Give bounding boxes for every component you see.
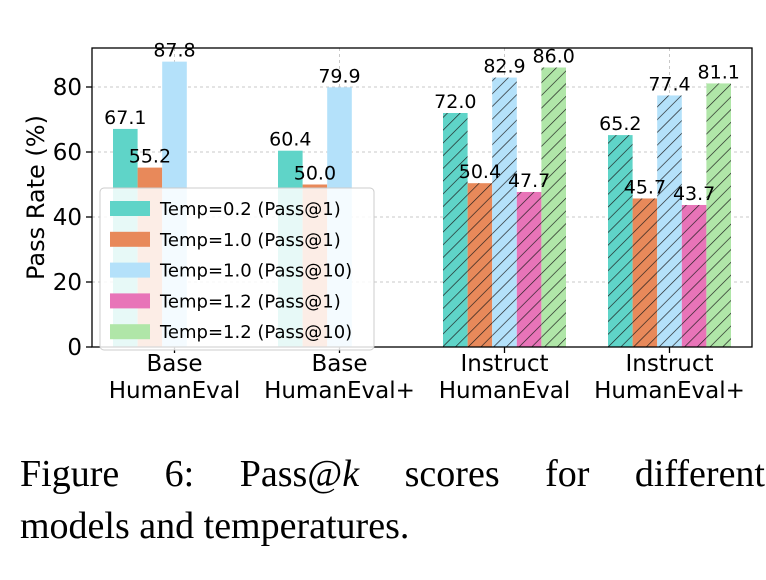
x-tick-label-line1: Base [146, 351, 202, 377]
x-tick-label-line2: HumanEval [109, 378, 241, 404]
bar-value-label: 67.1 [104, 107, 146, 129]
x-tick-label-line2: HumanEval [439, 378, 571, 404]
legend-swatch [110, 262, 150, 278]
bar-hatch [632, 198, 658, 347]
x-tick-label-line2: HumanEval+ [594, 378, 745, 404]
y-tick-label: 60 [53, 140, 82, 166]
bar-value-label: 65.2 [599, 113, 641, 135]
bar-value-label: 55.2 [129, 146, 171, 168]
bar-hatch [681, 204, 707, 347]
caption-line-2: models and temperatures. [20, 505, 410, 547]
x-tick-label-line1: Instruct [625, 351, 713, 377]
bar-hatch [706, 83, 731, 348]
legend-swatch [110, 324, 150, 340]
legend-label: Temp=0.2 (Pass@1) [159, 199, 341, 220]
figure-caption: Figure 6: Pass@k scores for different mo… [20, 448, 765, 552]
y-tick-label: 0 [67, 335, 82, 361]
bar-value-label: 45.7 [624, 176, 666, 198]
bar-value-label: 43.7 [673, 183, 715, 205]
bar-value-label: 77.4 [648, 73, 690, 95]
bar-value-label: 82.9 [483, 56, 525, 78]
legend-swatch [110, 231, 150, 247]
y-tick-label: 20 [53, 270, 82, 296]
legend-swatch [110, 293, 150, 309]
bar-value-label: 81.1 [698, 61, 740, 83]
legend-label: Temp=1.0 (Pass@10) [159, 261, 352, 282]
bar-hatch [443, 113, 468, 347]
bar-hatch [467, 183, 493, 347]
bar-value-label: 87.8 [153, 40, 195, 62]
bar-value-label: 86.0 [533, 46, 575, 68]
bar-hatch [657, 95, 682, 347]
bar-chart: 67.1 60.4 72.0 65.2 55.2 50.0 50.4 45.7 87.8 79.9… [22, 40, 753, 404]
bar-hatch [492, 77, 517, 347]
bar-value-label: 47.7 [508, 170, 550, 192]
bar-hatch [541, 67, 566, 347]
legend-label: Temp=1.0 (Pass@1) [159, 230, 341, 251]
plot-frame [91, 47, 753, 348]
caption-line-1: Figure 6: Pass@k scores for different [20, 448, 765, 500]
caption-prefix: Figure 6: Pass@ [20, 453, 343, 495]
bar-value-label: 79.9 [318, 65, 360, 87]
caption-k: k [342, 453, 360, 495]
bar-value-label: 50.0 [294, 163, 336, 185]
bar-value-label: 60.4 [269, 129, 311, 151]
bar-hatch [608, 135, 633, 347]
x-tick-label-line1: Base [311, 351, 367, 377]
y-tick-label: 80 [53, 75, 82, 101]
bar-hatch [516, 191, 542, 347]
x-tick-label-line2: HumanEval+ [264, 378, 415, 404]
bar-value-label: 72.0 [434, 91, 476, 113]
legend-label: Temp=1.2 (Pass@10) [159, 322, 352, 343]
legend-label: Temp=1.2 (Pass@1) [159, 291, 341, 312]
y-tick-label: 40 [53, 205, 82, 231]
legend-swatch [110, 201, 150, 216]
legend-box [99, 187, 375, 351]
caption-suffix: scores for different [359, 453, 765, 495]
y-axis-label: Pass Rate (%) [22, 115, 50, 280]
bar-value-label: 50.4 [459, 161, 501, 183]
x-tick-label-line1: Instruct [460, 351, 548, 377]
